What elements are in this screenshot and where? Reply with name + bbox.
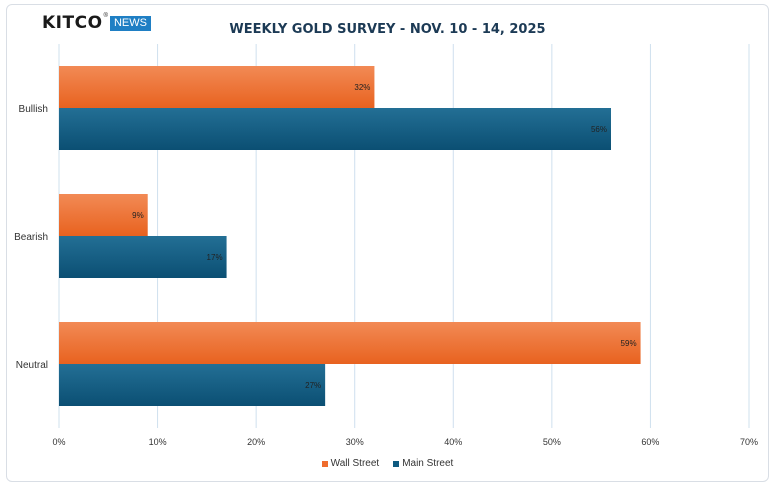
logo-wordmark: KITCO xyxy=(42,13,103,33)
x-tick-label: 10% xyxy=(149,437,167,447)
x-tick-label: 40% xyxy=(444,437,462,447)
data-label-main-street-bearish: 17% xyxy=(207,253,223,262)
x-tick-label: 30% xyxy=(346,437,364,447)
legend-swatch-main-street xyxy=(393,460,400,467)
legend-swatch-wall-street xyxy=(321,460,328,467)
kitco-logo[interactable]: KITCO ® NEWS xyxy=(42,13,151,33)
category-label-bearish: Bearish xyxy=(14,232,48,243)
logo-news-badge: NEWS xyxy=(109,15,151,31)
category-label-bullish: Bullish xyxy=(19,104,48,115)
legend-label-main-street: Main Street xyxy=(402,458,454,469)
logo-registered-mark: ® xyxy=(103,13,108,19)
bar-main-street-bearish[interactable] xyxy=(59,236,227,278)
legend-label-wall-street: Wall Street xyxy=(330,458,380,469)
data-label-wall-street-bullish: 32% xyxy=(354,83,370,92)
bar-wall-street-bullish[interactable] xyxy=(59,66,375,108)
bar-main-street-bullish[interactable] xyxy=(59,108,611,150)
category-label-neutral: Neutral xyxy=(16,360,48,371)
legend-item-main-street[interactable]: Main Street xyxy=(393,458,453,469)
x-tick-label: 20% xyxy=(247,437,265,447)
data-label-main-street-neutral: 27% xyxy=(305,381,321,390)
x-tick-label: 0% xyxy=(52,437,65,447)
x-tick-label: 60% xyxy=(641,437,659,447)
x-tick-label: 70% xyxy=(740,437,758,447)
x-tick-label: 50% xyxy=(543,437,561,447)
legend-item-wall-street[interactable]: Wall Street xyxy=(321,458,380,469)
bar-wall-street-neutral[interactable] xyxy=(59,322,641,364)
data-label-main-street-bullish: 56% xyxy=(591,125,607,134)
chart-title: WEEKLY GOLD SURVEY - NOV. 10 - 14, 2025 xyxy=(229,22,546,37)
bar-wall-street-bearish[interactable] xyxy=(59,194,148,236)
bar-main-street-neutral[interactable] xyxy=(59,364,326,406)
data-label-wall-street-neutral: 59% xyxy=(621,339,637,348)
data-label-wall-street-bearish: 9% xyxy=(132,211,144,220)
chart-legend: Wall Street Main Street xyxy=(0,458,775,469)
